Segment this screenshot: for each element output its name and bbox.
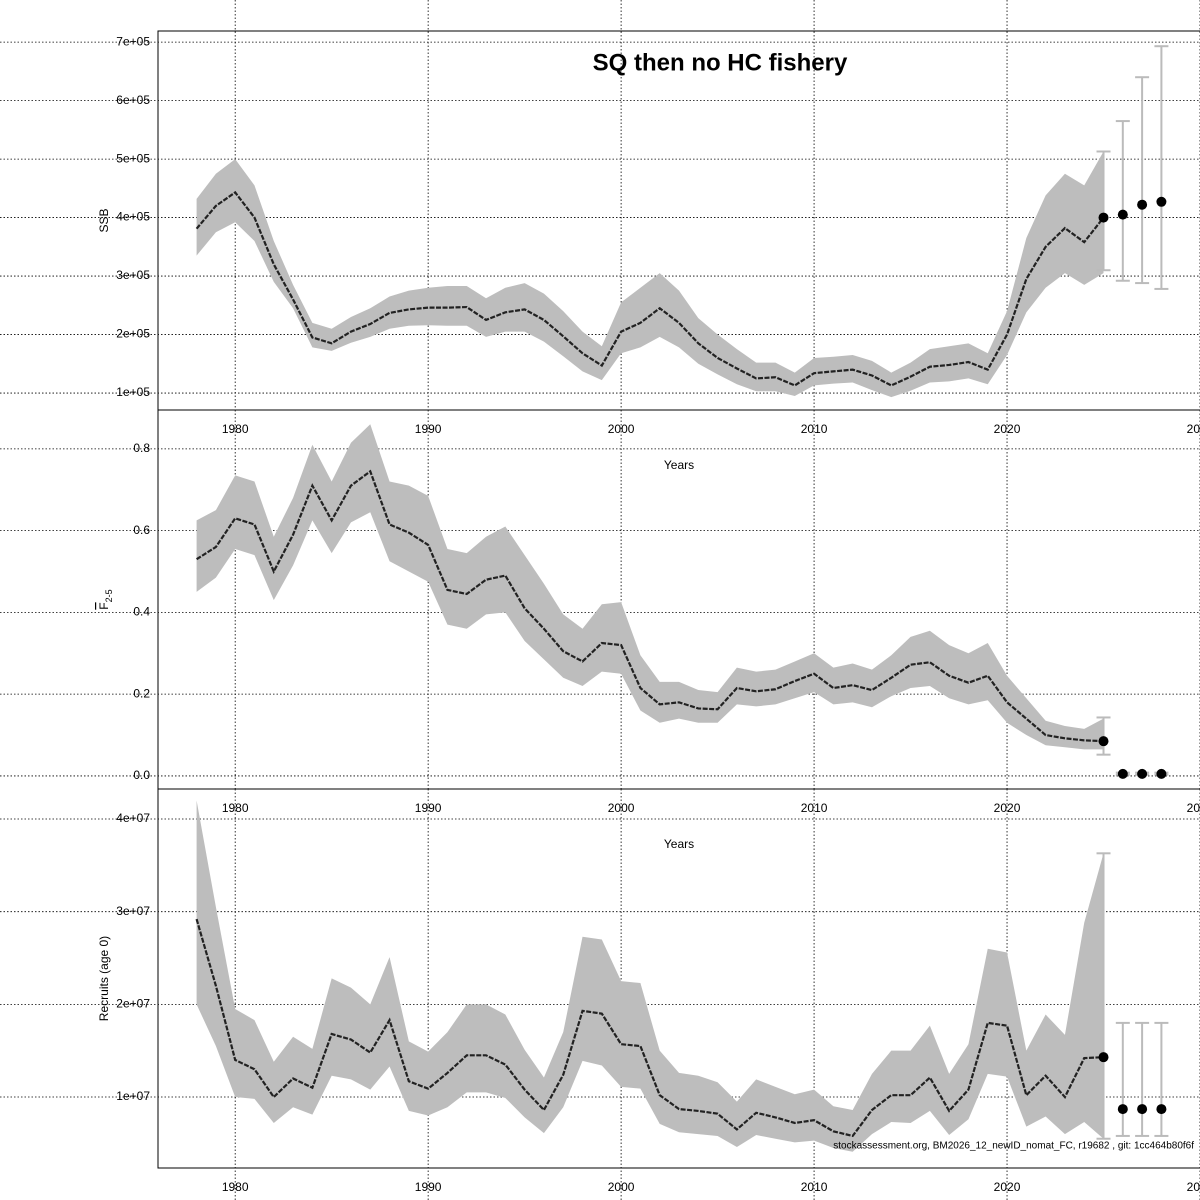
estimate-line (195, 190, 1105, 387)
projection-point (1117, 768, 1128, 779)
confidence-band (196, 151, 1104, 398)
y-axis-label-main: F (97, 602, 111, 609)
y-tick-label: 7e+05 (116, 34, 150, 48)
y-tick-label: 2e+05 (116, 327, 150, 341)
y-tick-label: 0.2 (133, 686, 150, 700)
x-tick-label: 2000 (608, 422, 635, 436)
x-axis-label: Years (664, 837, 694, 851)
y-tick-label: 5e+05 (116, 151, 150, 165)
confidence-band (196, 800, 1104, 1152)
projection-point (1137, 1104, 1148, 1115)
y-axis-label-sub: 2-5 (104, 589, 114, 602)
projection-point (1117, 209, 1128, 220)
x-tick-label: 1980 (222, 422, 249, 436)
y-tick-label: 4e+05 (116, 210, 150, 224)
y-tick-label: 0.0 (133, 768, 150, 782)
confidence-band (196, 424, 1104, 750)
x-axis-label: Years (664, 458, 694, 472)
projection-point (1098, 212, 1109, 223)
panel-frame (157, 788, 1200, 1169)
projection-point (1137, 199, 1148, 210)
projection-point (1098, 736, 1109, 747)
x-tick-label: 2000 (608, 801, 635, 815)
x-tick-label: 2010 (801, 801, 828, 815)
x-tick-label: 1980 (222, 1180, 249, 1194)
estimate-line (196, 469, 1104, 743)
x-tick-label: 2030 (1187, 422, 1200, 436)
y-tick-label: 1e+05 (116, 385, 150, 399)
x-tick-label: 1990 (415, 1180, 442, 1194)
x-tick-label: 2030 (1187, 801, 1200, 815)
x-tick-label: 2030 (1187, 1180, 1200, 1194)
projection-point (1137, 768, 1148, 779)
projection-point (1156, 1104, 1167, 1115)
y-axis-label: Recruits (age 0) (97, 936, 111, 1021)
y-axis-label: SSB (97, 208, 111, 232)
y-tick-label: 0.8 (133, 441, 150, 455)
y-tick-label: 0.4 (133, 605, 150, 619)
x-tick-label: 2000 (608, 1180, 635, 1194)
projection-point (1098, 1052, 1109, 1063)
y-axis-label-main: SSB (97, 208, 111, 232)
y-tick-label: 2e+07 (116, 997, 150, 1011)
x-tick-label: 1980 (222, 801, 249, 815)
x-tick-label: 2010 (801, 1180, 828, 1194)
projection-point (1156, 196, 1167, 207)
y-axis-label: F2-5 (97, 589, 114, 609)
y-axis-label-main: Recruits (age 0) (97, 936, 111, 1021)
x-tick-label: 2020 (994, 1180, 1021, 1194)
x-tick-label: 2020 (994, 422, 1021, 436)
x-tick-label: 2010 (801, 422, 828, 436)
y-tick-label: 0.6 (133, 523, 150, 537)
y-tick-label: 4e+07 (116, 811, 150, 825)
footer-note: stockassessment.org, BM2026_12_newID_nom… (833, 1141, 1194, 1152)
y-tick-label: 3e+05 (116, 268, 150, 282)
y-tick-label: 6e+05 (116, 93, 150, 107)
x-tick-label: 1990 (415, 801, 442, 815)
x-tick-label: 2020 (994, 801, 1021, 815)
projection-point (1156, 768, 1167, 779)
y-tick-label: 1e+07 (116, 1089, 150, 1103)
estimate-line (195, 918, 1104, 1138)
projection-point (1117, 1104, 1128, 1115)
chart-title: SQ then no HC fishery (593, 49, 848, 76)
x-tick-label: 1990 (415, 422, 442, 436)
y-tick-label: 3e+07 (116, 904, 150, 918)
